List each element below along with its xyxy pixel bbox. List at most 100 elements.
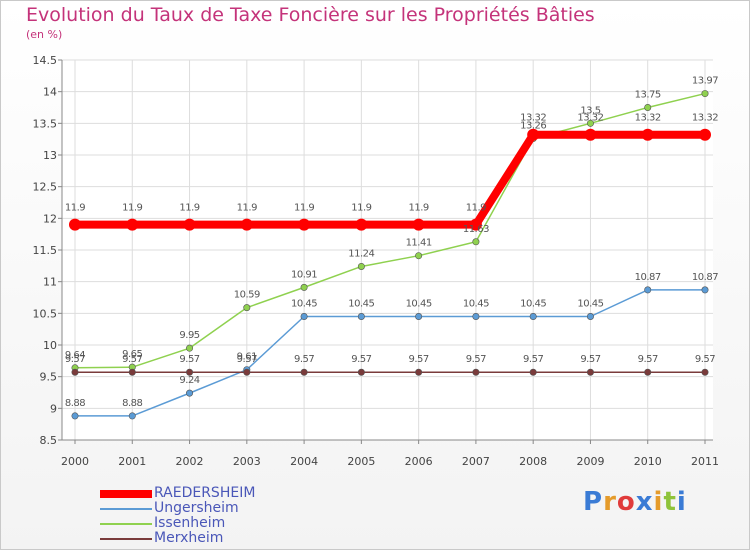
data-label-issenheim: 9.95 <box>179 330 199 341</box>
series-line-ungersheim <box>74 289 706 417</box>
data-label-raedersheim: 11.9 <box>65 203 85 214</box>
data-label-ungersheim: 10.87 <box>635 272 661 283</box>
data-label-raedersheim: 13.32 <box>577 113 603 124</box>
data-point-merxheim <box>415 368 423 376</box>
data-label-raedersheim: 11.9 <box>409 203 429 214</box>
data-label-raedersheim: 13.32 <box>635 113 661 124</box>
legend-swatch-issenheim <box>100 523 152 525</box>
data-point-raedersheim <box>126 218 139 231</box>
data-point-ungersheim <box>71 412 79 420</box>
data-label-merxheim: 9.57 <box>523 354 543 365</box>
data-point-ungersheim <box>128 412 136 420</box>
data-point-raedersheim <box>699 128 711 141</box>
y-tick-label: 14.5 <box>33 54 58 67</box>
data-label-raedersheim: 13.32 <box>692 113 718 124</box>
x-tick-label: 2000 <box>61 455 89 468</box>
data-point-ungersheim <box>300 312 308 320</box>
y-tick-label: 11 <box>43 276 57 289</box>
x-tick-label: 2002 <box>176 455 204 468</box>
data-point-issenheim <box>186 344 194 352</box>
legend-label-raedersheim: RAEDERSHEIM <box>154 485 256 501</box>
data-label-merxheim: 9.57 <box>65 354 85 365</box>
data-point-merxheim <box>644 368 652 376</box>
data-label-ungersheim: 8.88 <box>65 398 85 409</box>
x-tick-label: 2008 <box>519 455 547 468</box>
x-tick-label: 2010 <box>634 455 662 468</box>
data-label-raedersheim: 11.9 <box>351 203 371 214</box>
data-label-merxheim: 9.57 <box>351 354 371 365</box>
data-label-issenheim: 9.64 <box>65 350 85 361</box>
legend-label-issenheim: Issenheim <box>154 515 226 531</box>
data-point-issenheim <box>586 119 594 127</box>
legend-item-issenheim: Issenheim <box>100 515 320 532</box>
data-point-raedersheim <box>469 218 482 231</box>
data-label-merxheim: 9.57 <box>409 354 429 365</box>
x-tick-label: 2001 <box>118 455 146 468</box>
data-label-issenheim: 13.26 <box>520 121 546 132</box>
data-point-merxheim <box>586 368 594 376</box>
x-tick-label: 2007 <box>462 455 490 468</box>
data-label-merxheim: 9.57 <box>580 354 600 365</box>
data-label-merxheim: 9.57 <box>237 354 257 365</box>
data-point-raedersheim <box>412 218 425 231</box>
data-point-ungersheim <box>357 312 365 320</box>
data-point-issenheim <box>415 252 423 260</box>
data-point-merxheim <box>186 368 194 376</box>
data-point-ungersheim <box>644 286 652 294</box>
data-label-ungersheim: 10.45 <box>348 299 374 310</box>
data-label-issenheim: 11.63 <box>463 224 489 235</box>
y-tick-label: 13.5 <box>33 117 58 130</box>
legend-item-raedersheim: RAEDERSHEIM <box>100 485 320 502</box>
data-point-ungersheim <box>472 312 480 320</box>
y-tick-label: 8.5 <box>40 434 58 447</box>
y-tick-label: 10 <box>43 339 57 352</box>
data-point-merxheim <box>701 368 709 376</box>
data-label-ungersheim: 8.88 <box>122 398 142 409</box>
data-label-issenheim: 11.41 <box>406 238 432 249</box>
chart-title: Evolution du Taux de Taxe Foncière sur l… <box>26 4 595 26</box>
data-label-issenheim: 13.5 <box>580 105 600 116</box>
y-tick-label: 14 <box>43 86 57 99</box>
data-label-issenheim: 13.75 <box>635 90 661 101</box>
data-label-ungersheim: 10.45 <box>463 299 489 310</box>
legend-swatch-ungersheim <box>100 508 152 510</box>
data-label-raedersheim: 13.32 <box>520 113 546 124</box>
data-point-raedersheim <box>584 128 597 141</box>
legend-swatch-merxheim <box>100 538 152 540</box>
x-tick-label: 2006 <box>405 455 433 468</box>
data-label-merxheim: 9.57 <box>179 354 199 365</box>
y-tick-label: 11.5 <box>33 244 58 257</box>
data-point-raedersheim <box>527 128 540 141</box>
data-point-raedersheim <box>183 218 196 231</box>
data-point-ungersheim <box>586 312 594 320</box>
data-label-raedersheim: 11.9 <box>122 203 142 214</box>
y-tick-label: 12 <box>43 212 57 225</box>
data-point-issenheim <box>472 238 480 246</box>
data-label-merxheim: 9.57 <box>695 354 715 365</box>
data-point-issenheim <box>300 283 308 291</box>
data-point-raedersheim <box>355 218 368 231</box>
data-label-ungersheim: 10.45 <box>520 299 546 310</box>
data-label-issenheim: 10.59 <box>234 290 260 301</box>
data-label-issenheim: 11.24 <box>348 248 374 259</box>
data-point-merxheim <box>357 368 365 376</box>
series-line-raedersheim <box>71 130 709 229</box>
data-point-merxheim <box>300 368 308 376</box>
data-point-merxheim <box>71 368 79 376</box>
legend-item-merxheim: Merxheim <box>100 530 320 547</box>
data-point-raedersheim <box>298 218 311 231</box>
data-point-ungersheim <box>701 286 709 294</box>
data-label-raedersheim: 11.9 <box>237 203 257 214</box>
data-label-raedersheim: 11.9 <box>294 203 314 214</box>
data-point-raedersheim <box>641 128 654 141</box>
data-point-merxheim <box>243 368 251 376</box>
data-label-merxheim: 9.57 <box>122 354 142 365</box>
data-label-issenheim: 9.65 <box>122 349 142 360</box>
data-label-ungersheim: 9.24 <box>179 375 199 386</box>
x-tick-label: 2011 <box>691 455 719 468</box>
data-point-issenheim <box>357 262 365 270</box>
data-label-merxheim: 9.57 <box>466 354 486 365</box>
y-tick-label: 13 <box>43 149 57 162</box>
data-point-raedersheim <box>69 218 81 231</box>
